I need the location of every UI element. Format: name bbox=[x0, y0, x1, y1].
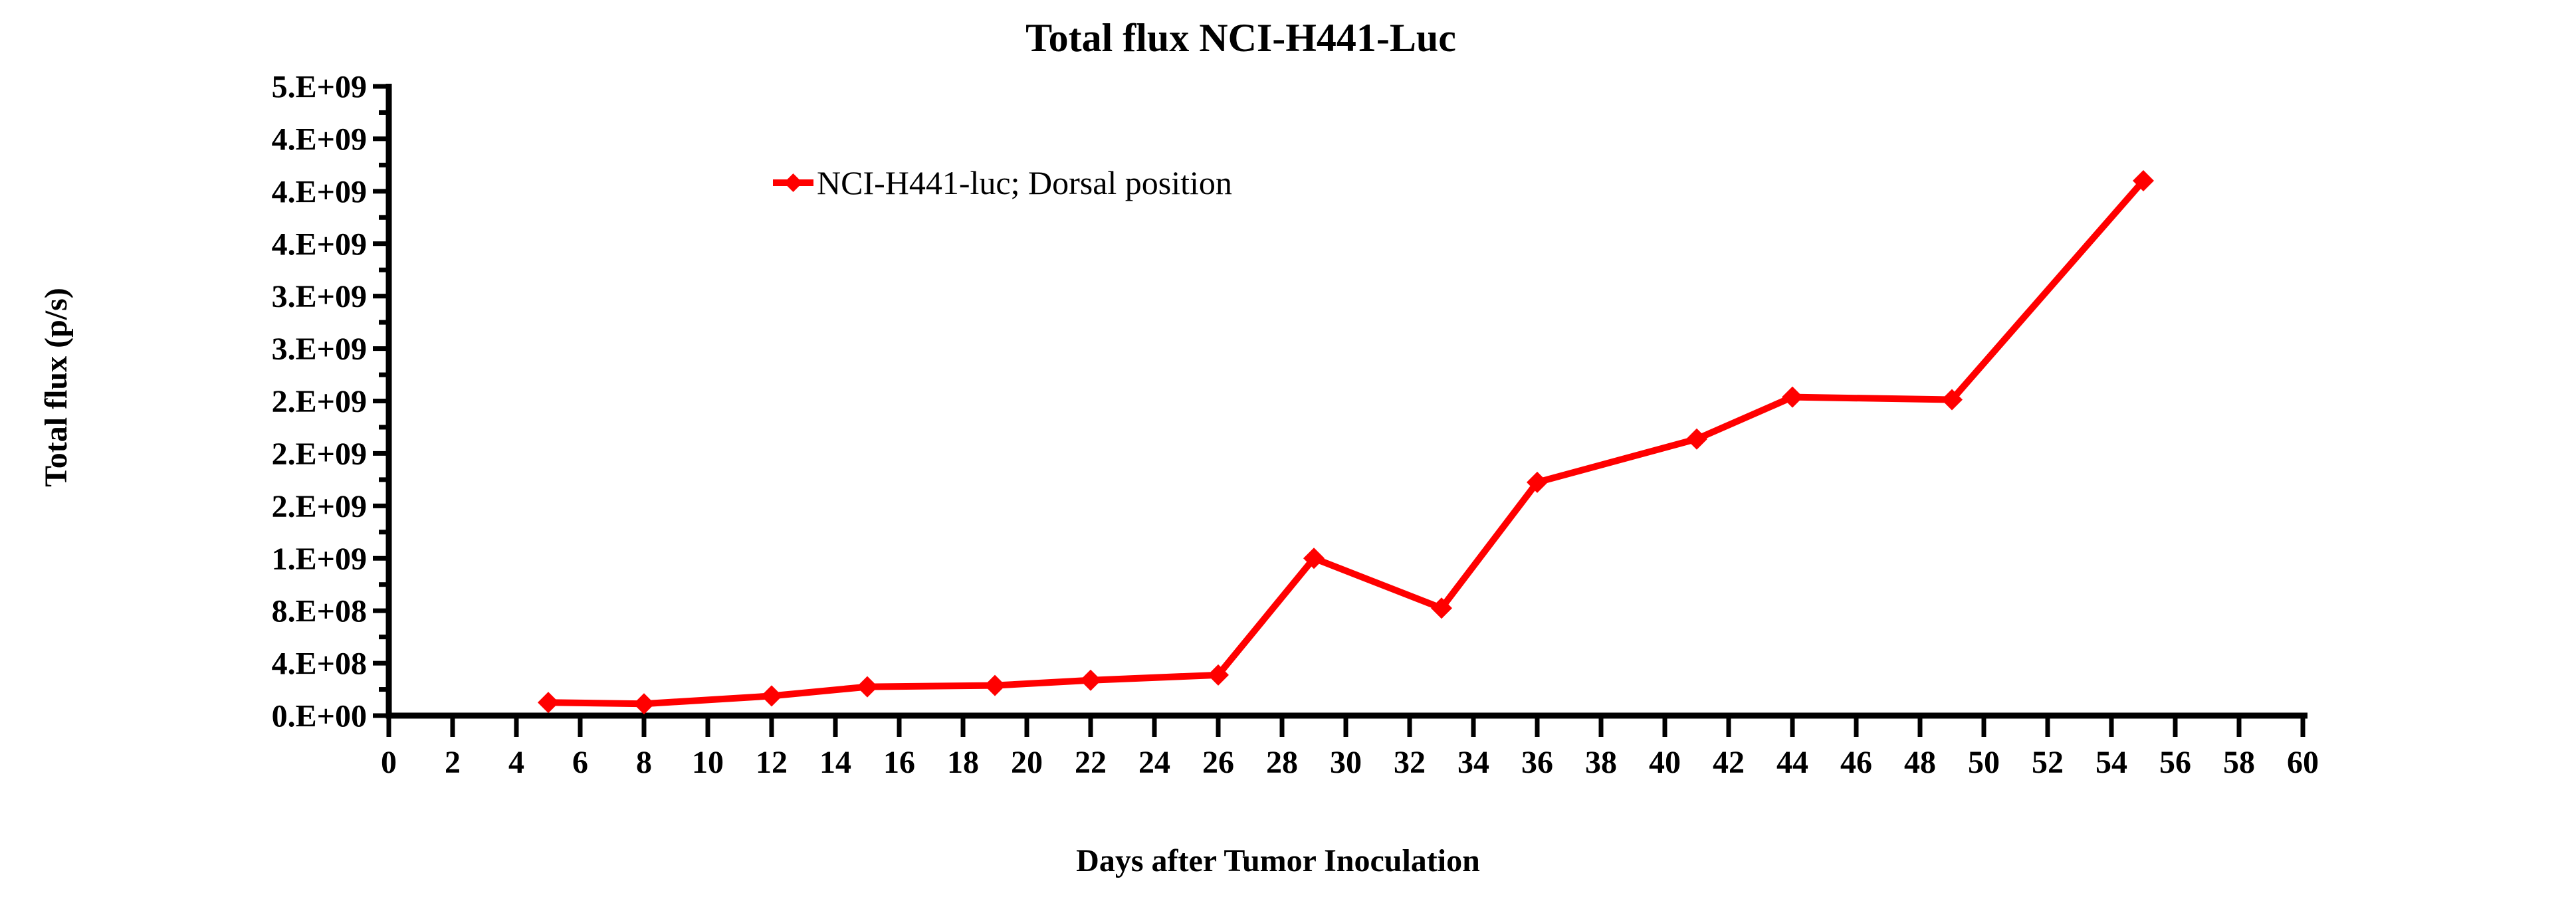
data-point-marker bbox=[1527, 471, 1548, 493]
legend: NCI-H441-luc; Dorsal position bbox=[773, 164, 1232, 201]
x-tick-label: 20 bbox=[1011, 745, 1043, 780]
x-tick-label: 4 bbox=[508, 745, 524, 780]
data-point-marker bbox=[761, 685, 782, 707]
x-tick-label: 40 bbox=[1649, 745, 1681, 780]
data-point-marker bbox=[1303, 548, 1325, 569]
data-point-marker bbox=[1080, 669, 1101, 691]
y-tick-label: 8.E+08 bbox=[272, 594, 367, 629]
x-tick-label: 56 bbox=[2159, 745, 2191, 780]
x-tick-label: 2 bbox=[445, 745, 461, 780]
y-tick-label: 5.E+09 bbox=[272, 70, 367, 105]
x-tick-label: 12 bbox=[756, 745, 788, 780]
data-point-marker bbox=[1686, 428, 1707, 450]
data-point-marker bbox=[538, 692, 559, 714]
data-point-marker bbox=[857, 676, 878, 698]
x-tick-label: 26 bbox=[1202, 745, 1234, 780]
x-tick-label: 22 bbox=[1075, 745, 1107, 780]
x-tick-label: 48 bbox=[1904, 745, 1936, 780]
x-tick-label: 60 bbox=[2287, 745, 2319, 780]
x-tick-label: 44 bbox=[1776, 745, 1808, 780]
data-point-marker bbox=[2133, 170, 2154, 192]
x-tick-label: 18 bbox=[947, 745, 979, 780]
data-point-marker bbox=[1941, 389, 1963, 411]
x-tick-label: 6 bbox=[572, 745, 588, 780]
series-line bbox=[545, 177, 2147, 708]
x-tick-label: 10 bbox=[692, 745, 724, 780]
y-tick-label: 4.E+09 bbox=[272, 122, 367, 157]
y-tick-label: 2.E+09 bbox=[272, 489, 367, 524]
data-point-marker bbox=[1208, 664, 1229, 686]
x-tick-label: 52 bbox=[2032, 745, 2064, 780]
x-axis-title: Days after Tumor Inoculation bbox=[1076, 843, 1480, 878]
legend-series-label: NCI-H441-luc; Dorsal position bbox=[817, 164, 1232, 201]
y-tick-label: 2.E+09 bbox=[272, 384, 367, 419]
x-tick-label: 8 bbox=[636, 745, 652, 780]
data-point-marker bbox=[1782, 386, 1803, 408]
x-tick-label: 34 bbox=[1457, 745, 1489, 780]
y-tick-label: 4.E+08 bbox=[272, 647, 367, 682]
x-tick-label: 16 bbox=[883, 745, 915, 780]
x-tick-label: 38 bbox=[1585, 745, 1617, 780]
data-point-marker bbox=[1431, 597, 1452, 619]
x-tick-label: 42 bbox=[1713, 745, 1745, 780]
x-tick-label: 58 bbox=[2223, 745, 2255, 780]
data-point-marker bbox=[633, 693, 655, 715]
x-tick-label: 14 bbox=[819, 745, 851, 780]
x-tick-label: 54 bbox=[2095, 745, 2127, 780]
chart-title: Total flux NCI-H441-Luc bbox=[1025, 16, 1456, 60]
y-axis-title: Total flux (p/s) bbox=[39, 288, 74, 487]
x-tick-label: 46 bbox=[1840, 745, 1872, 780]
y-tick-label: 4.E+09 bbox=[272, 174, 367, 209]
x-tick-label: 30 bbox=[1330, 745, 1362, 780]
plot-layer: 0 2 4 6 8 10 12 14 16 18 20 22 24 26 28 30 32 34 36 38 40 42 4… bbox=[272, 70, 2319, 781]
legend-diamond-marker-icon bbox=[784, 173, 803, 192]
x-tick-label: 28 bbox=[1266, 745, 1298, 780]
x-tick-label: 50 bbox=[1968, 745, 2000, 780]
y-tick-label: 0.E+00 bbox=[272, 699, 367, 734]
y-tick-label: 1.E+09 bbox=[272, 542, 367, 577]
x-tick-label: 32 bbox=[1394, 745, 1426, 780]
y-tick-label: 4.E+09 bbox=[272, 227, 367, 262]
y-tick-label: 2.E+09 bbox=[272, 437, 367, 472]
data-point-marker bbox=[984, 674, 1006, 696]
x-tick-label: 0 bbox=[381, 745, 397, 780]
y-tick-label: 3.E+09 bbox=[272, 279, 367, 314]
x-tick-label: 36 bbox=[1521, 745, 1553, 780]
y-tick-label: 3.E+09 bbox=[272, 332, 367, 367]
x-tick-label: 24 bbox=[1138, 745, 1170, 780]
